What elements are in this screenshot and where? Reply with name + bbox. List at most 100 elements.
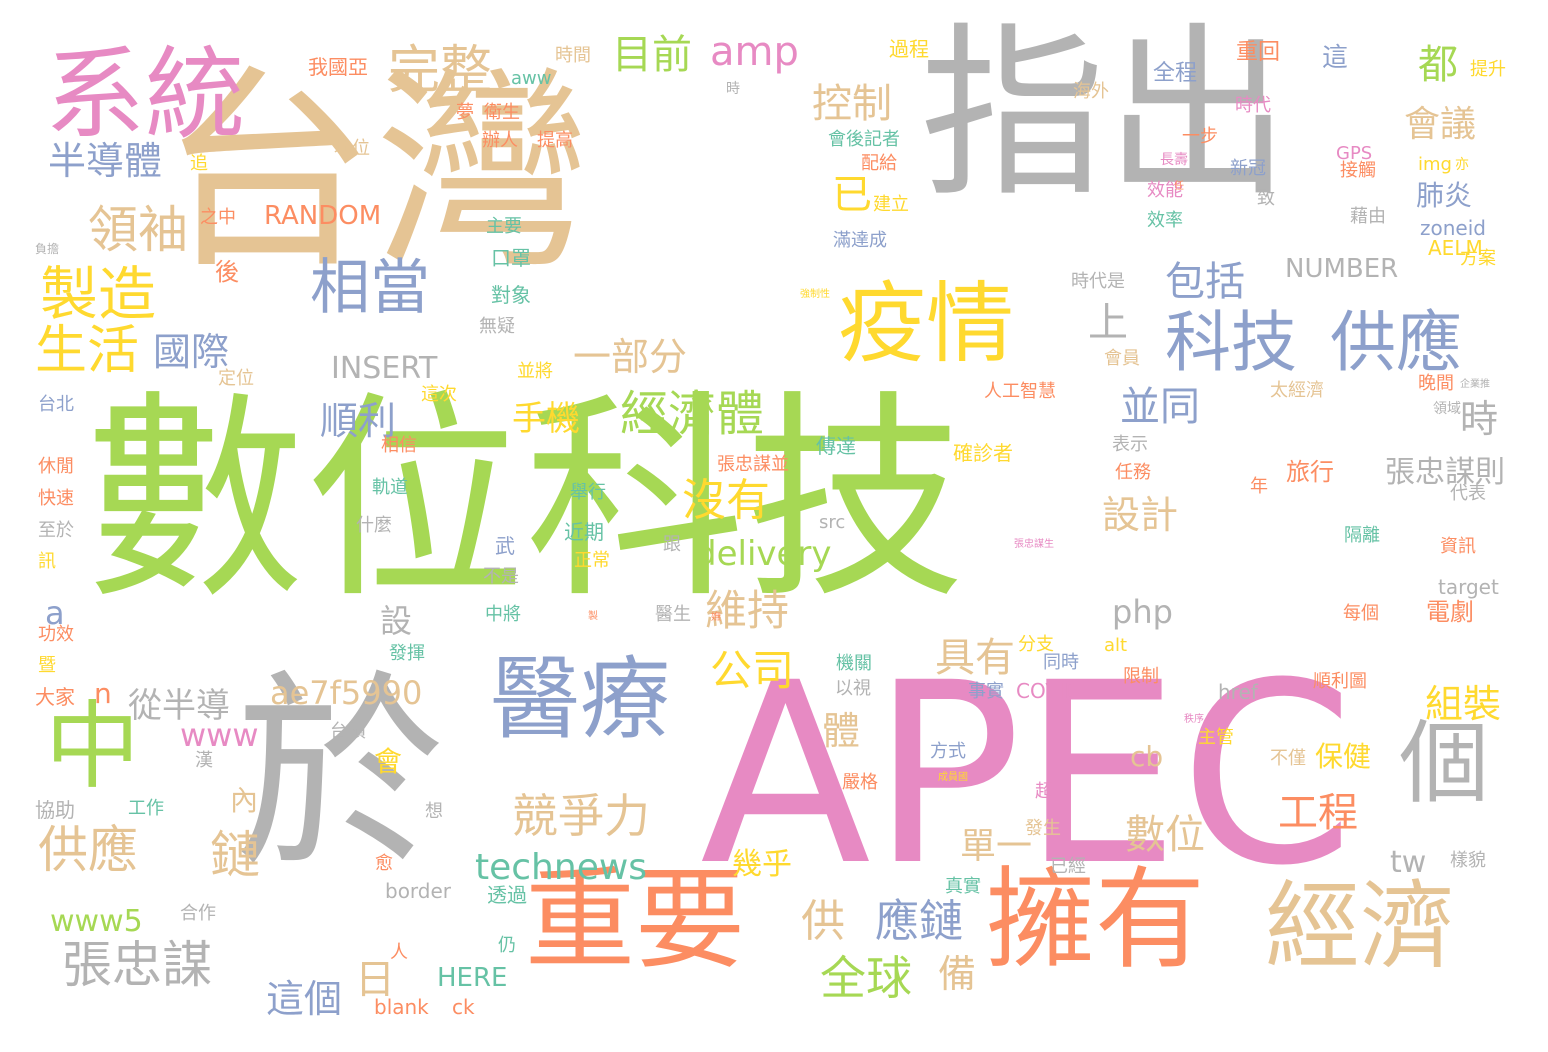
cloud-word: 會 [374,745,403,778]
cloud-word: 全程 [1153,61,1198,86]
cloud-word: 定位 [218,368,254,389]
cloud-word: 暨 [38,655,56,676]
cloud-word: 主要 [486,216,522,237]
cloud-word: 提升 [1470,59,1506,80]
cloud-word: 機關 [836,653,872,674]
cloud-word: 完整 [388,41,493,101]
cloud-word: 口罩 [491,246,531,270]
cloud-word: 供應 [38,821,138,879]
cloud-word: 時代是 [1071,271,1125,292]
cloud-word: 台北 [38,394,74,415]
cloud-word: 配給 [861,153,897,174]
cloud-word: border [385,879,452,903]
cloud-word: 武 [495,534,515,558]
cloud-word: 領袖 [88,201,188,259]
cloud-word: 科技 [1165,304,1297,381]
cloud-word: APEC [700,629,1355,920]
cloud-word: 協助 [35,798,75,822]
cloud-word: blank [374,995,429,1019]
cloud-word: aww [511,68,552,89]
cloud-word: 追 [190,153,208,174]
cloud-word: 電劇 [1426,598,1474,626]
cloud-word: 數位 [1125,812,1205,858]
cloud-word: 大家 [35,685,75,709]
cloud-word: 公司 [710,646,795,695]
cloud-word: 嚴格 [842,772,878,793]
cloud-word: delivery [695,534,832,574]
cloud-word: 這個 [266,977,343,1021]
cloud-word: 系統 [45,36,245,153]
cloud-word: 並同 [1120,384,1200,430]
cloud-word: 秩序 [1184,714,1204,725]
cloud-word: www [180,716,259,754]
cloud-word: GPS [1336,143,1373,164]
cloud-word: 傳達 [816,434,856,458]
cloud-word: 超 [1035,781,1053,802]
cloud-word: 限制 [1123,666,1159,687]
cloud-word: href [1218,680,1258,704]
cloud-word: 這 [1322,43,1349,73]
cloud-word: 張忠謀生 [1014,539,1054,550]
cloud-word: 接觸 [1340,160,1376,181]
cloud-word: 休閒 [38,456,74,477]
cloud-word: 已經 [1050,856,1086,877]
cloud-word: 新冠 [1230,158,1266,179]
cloud-word: 日 [355,957,395,1003]
cloud-word: 方式 [930,741,966,762]
cloud-word: 對象 [491,283,531,307]
cloud-word: 什麼 [356,515,392,536]
cloud-word: zoneid [1420,216,1486,240]
cloud-word: 單一 [960,826,1033,867]
cloud-word: 生活 [35,321,140,381]
cloud-word: 效率 [1147,210,1183,231]
cloud-word: 經濟 [1265,872,1456,982]
cloud-word: 目前 [612,32,692,78]
cloud-word: 太經濟 [1270,380,1324,401]
cloud-word: 嫵 [711,612,721,623]
cloud-word: 中 [45,692,141,802]
cloud-word: 相信 [381,435,417,456]
cloud-word: cb [1130,740,1164,773]
cloud-word: 台灣 [160,47,590,298]
cloud-word: 主管 [1198,727,1234,748]
cloud-word: 舉行 [570,482,606,503]
cloud-word: 應鏈 [875,896,963,947]
cloud-word: 指出 [920,6,1290,222]
cloud-word: 負擔 [35,242,60,256]
cloud-word: tw [1390,845,1427,880]
cloud-word: 一步 [1182,126,1218,147]
cloud-word: 順利 [320,399,397,443]
cloud-word: 會員 [1104,348,1140,369]
cloud-word: 資訊 [1440,536,1476,557]
cloud-word: 設計 [1102,493,1179,537]
cloud-word: 手機 [512,399,580,439]
cloud-word: 同時 [1043,652,1079,673]
cloud-word: 跟 [663,534,681,555]
cloud-word: 每個 [1343,603,1379,624]
cloud-word: 已 [832,172,872,218]
cloud-word: 旅行 [1286,458,1334,486]
cloud-word: target [1438,575,1499,599]
cloud-word: 無疑 [479,316,515,337]
cloud-word: 合作 [180,903,216,924]
cloud-word: 擁有 [985,856,1205,984]
cloud-word: RANDOM [264,201,382,231]
cloud-word: 數位科技 [85,372,966,628]
cloud-word: 之中 [200,207,236,228]
cloud-word: 亦 [1455,157,1469,173]
cloud-word: 醫生 [655,604,691,625]
cloud-word: 維持 [705,586,790,635]
cloud-word: 事實 [968,681,1004,702]
cloud-word: 國際 [153,330,230,374]
cloud-word: a [45,594,65,632]
cloud-word: 時間 [555,45,591,66]
cloud-word: 設 [380,602,413,640]
cloud-word: 重回 [1236,40,1281,65]
cloud-word: 致 [1257,188,1275,209]
cloud-word: 過程 [889,37,929,61]
cloud-word: 體 [822,709,861,753]
cloud-word: 我國亞 [308,55,368,79]
cloud-word: 保健 [1315,740,1372,773]
cloud-word: 真實 [945,876,981,897]
cloud-word: 近期 [564,520,604,544]
